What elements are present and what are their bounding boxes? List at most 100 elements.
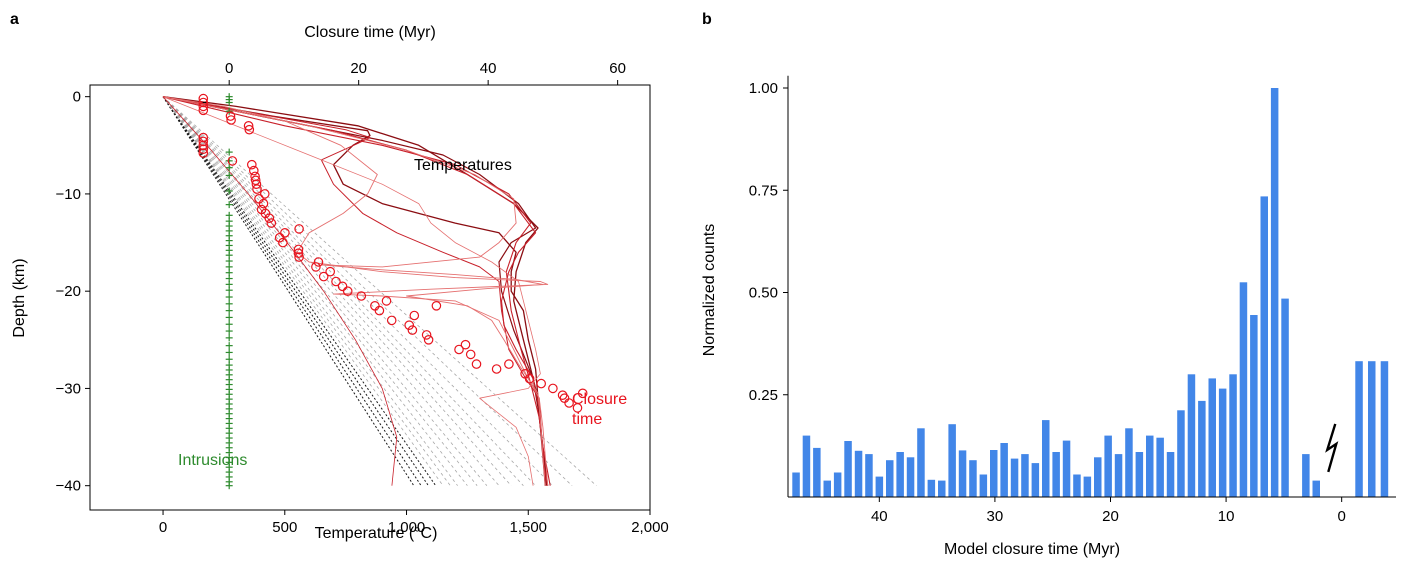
histogram-bar bbox=[844, 441, 852, 497]
histogram-bar bbox=[875, 476, 884, 497]
closure-time-point bbox=[559, 393, 570, 403]
histogram-bar bbox=[1166, 452, 1175, 497]
histogram-bar bbox=[1239, 282, 1248, 497]
closure-time-point bbox=[536, 378, 546, 389]
closure-time-point bbox=[471, 359, 482, 369]
histogram-bar bbox=[886, 460, 894, 497]
histogram-bar bbox=[1031, 463, 1040, 497]
panel-a-ytick-label: −10 bbox=[56, 186, 81, 203]
panel-b-ytick-label: 1.00 bbox=[749, 80, 778, 97]
closure-time-point bbox=[252, 184, 262, 194]
panel-a-frame bbox=[89, 84, 651, 511]
panel-a-ytick-label: −30 bbox=[56, 380, 81, 397]
histogram-bar bbox=[865, 454, 873, 497]
panel-a-intrusions bbox=[225, 93, 233, 490]
histogram-bar bbox=[823, 480, 831, 497]
histogram-bar bbox=[1302, 454, 1310, 497]
histogram-bar bbox=[1355, 361, 1363, 497]
panel-label-a: a bbox=[10, 11, 19, 28]
geotherm-line bbox=[162, 96, 597, 486]
closure-time-point bbox=[356, 291, 367, 301]
histogram-bar bbox=[969, 460, 977, 497]
closure-time-point bbox=[421, 330, 432, 340]
closure-time-point bbox=[293, 244, 304, 255]
histogram-bar bbox=[927, 479, 936, 497]
histogram-bar bbox=[938, 480, 946, 497]
closure-time-point bbox=[460, 339, 471, 350]
histogram-bar bbox=[1135, 452, 1144, 497]
panel-b-bars bbox=[792, 88, 1389, 497]
closure-time-point bbox=[423, 334, 434, 345]
closure-time-point bbox=[564, 398, 574, 408]
closure-time-point bbox=[264, 213, 275, 223]
histogram-bar bbox=[1250, 315, 1258, 497]
panel-b-xtick-label: 40 bbox=[871, 508, 888, 525]
temperature-profile-line bbox=[162, 96, 551, 486]
temperature-profile-line bbox=[162, 96, 546, 486]
histogram-bar bbox=[1104, 435, 1112, 497]
histogram-bar bbox=[1062, 440, 1071, 497]
closure-time-point bbox=[244, 124, 255, 135]
geotherm-line bbox=[162, 96, 478, 486]
closure-time-point bbox=[247, 159, 257, 170]
geotherm-line bbox=[162, 96, 437, 486]
histogram-bar bbox=[917, 428, 925, 497]
closure-time-point bbox=[311, 262, 321, 272]
panel-b-xtick-label: 0 bbox=[1338, 508, 1346, 525]
histogram-bar bbox=[1270, 88, 1279, 497]
closure-time-point bbox=[325, 266, 335, 277]
closure-time-point bbox=[572, 403, 583, 413]
panel-b-ylabel: Normalized counts bbox=[701, 224, 718, 357]
panel-a-top-xlabel: Closure time (Myr) bbox=[304, 24, 436, 41]
histogram-bar bbox=[1198, 400, 1206, 497]
closure-time-point bbox=[318, 271, 329, 282]
geotherm-line bbox=[162, 96, 429, 486]
temperature-profile-line bbox=[162, 96, 541, 486]
geotherm-line bbox=[162, 96, 573, 486]
histogram-bar bbox=[792, 472, 800, 497]
closure-time-point bbox=[331, 276, 341, 287]
histogram-bar bbox=[1380, 361, 1389, 497]
panel-a-top-tick-label: 60 bbox=[609, 60, 626, 77]
geotherm-line bbox=[162, 96, 468, 486]
temperature-profile-line bbox=[162, 96, 549, 486]
histogram-bar bbox=[1021, 454, 1029, 497]
panel-b-ytick-label: 0.75 bbox=[749, 182, 778, 199]
closure-time-point bbox=[254, 194, 264, 204]
histogram-bar bbox=[854, 450, 863, 497]
histogram-bar bbox=[833, 472, 842, 497]
closure-time-point bbox=[342, 286, 353, 296]
panel-b-xtick-label: 20 bbox=[1102, 508, 1119, 525]
geotherm-line bbox=[162, 96, 444, 486]
closure-time-point bbox=[524, 373, 535, 384]
panel-b-chart: 40 30 20 10 0 0.25 0.50 0.75 1.00 Model closure … bbox=[701, 75, 1396, 558]
panel-a-ylabel: Depth (km) bbox=[11, 258, 28, 337]
histogram-bar bbox=[1052, 452, 1060, 497]
axis-break-glyph bbox=[1325, 423, 1339, 473]
closure-time-point bbox=[504, 359, 514, 369]
closure-time-point bbox=[249, 165, 259, 176]
panel-a-ytick-label: 0 bbox=[73, 89, 81, 106]
closure-time-point bbox=[198, 97, 209, 108]
closure-time-point bbox=[577, 388, 588, 399]
panel-b-ytick-label: 0.25 bbox=[749, 387, 778, 404]
temperature-profile-line bbox=[162, 96, 549, 486]
temperature-profile-line bbox=[162, 96, 548, 486]
closure-time-point bbox=[557, 390, 568, 400]
histogram-bar bbox=[1146, 435, 1154, 497]
closure-time-point bbox=[225, 111, 236, 121]
geotherm-line bbox=[162, 96, 553, 486]
histogram-bar bbox=[1187, 374, 1196, 497]
histogram-bar bbox=[1083, 476, 1092, 497]
closure-time-point bbox=[294, 252, 304, 262]
panel-a-xtick-label: 0 bbox=[159, 519, 167, 536]
histogram-bar bbox=[1073, 474, 1081, 497]
closure-time-point bbox=[374, 305, 385, 316]
closure-time-point bbox=[278, 237, 288, 248]
geotherm-line bbox=[162, 96, 488, 486]
geotherm-line bbox=[162, 96, 415, 486]
panel-a-ytick-label: −40 bbox=[56, 478, 81, 495]
geotherm-line bbox=[162, 96, 536, 486]
